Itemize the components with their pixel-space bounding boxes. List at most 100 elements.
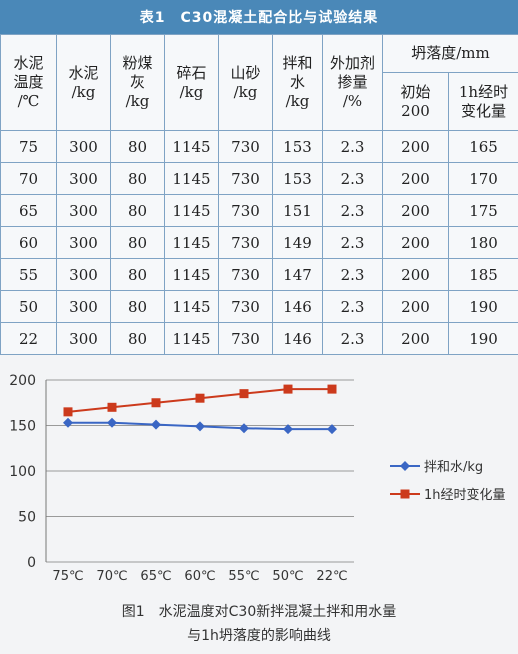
table-cell: 730 bbox=[218, 130, 273, 163]
table-cell: 1145 bbox=[164, 194, 219, 227]
header-water: 拌和水/kg bbox=[272, 34, 323, 131]
data-point bbox=[151, 419, 161, 430]
water-slump-line-chart: 0 50 100 150 200 75℃ 70℃ 65℃ 60℃ 55℃ 50℃ 22℃ 拌和水/kg… bbox=[9, 373, 506, 584]
table-cell: 50 bbox=[0, 290, 57, 323]
table-cell: 2.3 bbox=[322, 258, 383, 291]
table-cell: 80 bbox=[110, 194, 165, 227]
table-cell: 200 bbox=[382, 194, 449, 227]
table-cell: 730 bbox=[218, 290, 273, 323]
mix-proportion-table: 水泥 温度/℃ 水泥/kg 粉煤灰/kg 碎石/kg 山砂/kg 拌和水/kg 外… bbox=[0, 34, 518, 355]
data-point bbox=[63, 417, 73, 428]
x-tick-label: 60℃ bbox=[184, 569, 215, 584]
y-tick-label: 100 bbox=[9, 464, 36, 480]
table-cell: 2.3 bbox=[322, 226, 383, 259]
data-point bbox=[151, 398, 161, 408]
y-tick-label: 50 bbox=[18, 510, 36, 526]
header-slump-initial: 初始 200 bbox=[382, 72, 449, 131]
table-row: 55 300 80 1145 730 147 2.3 200 185 bbox=[0, 258, 518, 291]
data-point bbox=[195, 393, 205, 403]
data-point bbox=[327, 424, 337, 435]
table-cell: 151 bbox=[272, 194, 323, 227]
caption-line-2: 与1h坍落度的影响曲线 bbox=[187, 628, 331, 644]
header-flyash: 粉煤灰/kg bbox=[110, 34, 165, 131]
table-cell: 55 bbox=[0, 258, 57, 291]
y-tick-label: 0 bbox=[27, 555, 36, 571]
table-cell: 80 bbox=[110, 226, 165, 259]
table-cell: 730 bbox=[218, 226, 273, 259]
table-title: 表1 C30混凝土配合比与试验结果 bbox=[0, 0, 518, 34]
table-cell: 300 bbox=[56, 194, 111, 227]
table-cell: 2.3 bbox=[322, 130, 383, 163]
legend-label: 拌和水/kg bbox=[424, 460, 483, 475]
data-point bbox=[283, 424, 293, 435]
table-cell: 730 bbox=[218, 162, 273, 195]
table-cell: 300 bbox=[56, 226, 111, 259]
legend-marker bbox=[400, 461, 410, 471]
data-point bbox=[239, 423, 249, 434]
legend-label: 1h经时变化量 bbox=[424, 487, 506, 503]
table-cell: 1145 bbox=[164, 258, 219, 291]
table-cell: 146 bbox=[272, 290, 323, 323]
table-cell: 153 bbox=[272, 162, 323, 195]
table-cell: 200 bbox=[382, 258, 449, 291]
table-cell: 2.3 bbox=[322, 194, 383, 227]
table-cell: 200 bbox=[382, 130, 449, 163]
table-row: 75 300 80 1145 730 153 2.3 200 165 bbox=[0, 130, 518, 163]
x-tick-label: 50℃ bbox=[272, 569, 303, 584]
x-tick-label: 70℃ bbox=[96, 569, 127, 584]
table-cell: 80 bbox=[110, 258, 165, 291]
data-point bbox=[239, 389, 249, 399]
x-tick-label: 65℃ bbox=[140, 569, 171, 584]
y-tick-label: 150 bbox=[9, 419, 36, 435]
figure-caption: 图1 水泥温度对C30新拌混凝土拌和用水量 与1h坍落度的影响曲线 bbox=[0, 600, 518, 648]
table-cell: 1145 bbox=[164, 130, 219, 163]
table-cell: 730 bbox=[218, 194, 273, 227]
caption-line-1: 图1 水泥温度对C30新拌混凝土拌和用水量 bbox=[121, 604, 397, 620]
legend-marker bbox=[400, 489, 410, 499]
table-cell: 730 bbox=[218, 258, 273, 291]
table-cell: 175 bbox=[447, 194, 518, 227]
header-cement: 水泥/kg bbox=[56, 34, 111, 131]
data-point bbox=[195, 421, 205, 432]
table-cell: 149 bbox=[272, 226, 323, 259]
table-cell: 65 bbox=[0, 194, 57, 227]
table-cell: 22 bbox=[0, 322, 57, 355]
x-tick-label: 75℃ bbox=[52, 569, 83, 584]
table-cell: 80 bbox=[110, 130, 165, 163]
table-cell: 300 bbox=[56, 290, 111, 323]
table-cell: 190 bbox=[447, 322, 518, 355]
table-cell: 190 bbox=[447, 290, 518, 323]
data-point bbox=[327, 384, 337, 394]
header-slump-group: 坍落度/mm bbox=[381, 34, 518, 73]
table-cell: 80 bbox=[110, 322, 165, 355]
table-cell: 300 bbox=[56, 258, 111, 291]
header-gravel: 碎石/kg bbox=[164, 34, 219, 131]
table-cell: 146 bbox=[272, 322, 323, 355]
table-cell: 200 bbox=[382, 162, 449, 195]
table-cell: 2.3 bbox=[322, 162, 383, 195]
data-point bbox=[283, 384, 293, 394]
table-cell: 200 bbox=[382, 290, 449, 323]
data-point bbox=[107, 402, 117, 412]
table-cell: 300 bbox=[56, 322, 111, 355]
table-row: 22 300 80 1145 730 146 2.3 200 190 bbox=[0, 322, 518, 355]
table-row: 60 300 80 1145 730 149 2.3 200 180 bbox=[0, 226, 518, 259]
table-row: 65 300 80 1145 730 151 2.3 200 175 bbox=[0, 194, 518, 227]
x-tick-label: 22℃ bbox=[316, 569, 347, 584]
table-cell: 1145 bbox=[164, 290, 219, 323]
header-slump-1h: 1h经时 变化量 bbox=[447, 72, 518, 131]
table-cell: 1145 bbox=[164, 226, 219, 259]
header-temp: 水泥 温度/℃ bbox=[0, 34, 57, 131]
table-cell: 153 bbox=[272, 130, 323, 163]
table-cell: 200 bbox=[382, 322, 449, 355]
x-tick-label: 55℃ bbox=[228, 569, 259, 584]
table-cell: 1145 bbox=[164, 162, 219, 195]
data-point bbox=[63, 407, 73, 417]
table-cell: 147 bbox=[272, 258, 323, 291]
table-cell: 70 bbox=[0, 162, 57, 195]
table-cell: 165 bbox=[447, 130, 518, 163]
table-cell: 300 bbox=[56, 162, 111, 195]
table-cell: 185 bbox=[447, 258, 518, 291]
header-sand: 山砂/kg bbox=[218, 34, 273, 131]
table-row: 70 300 80 1145 730 153 2.3 200 170 bbox=[0, 162, 518, 195]
